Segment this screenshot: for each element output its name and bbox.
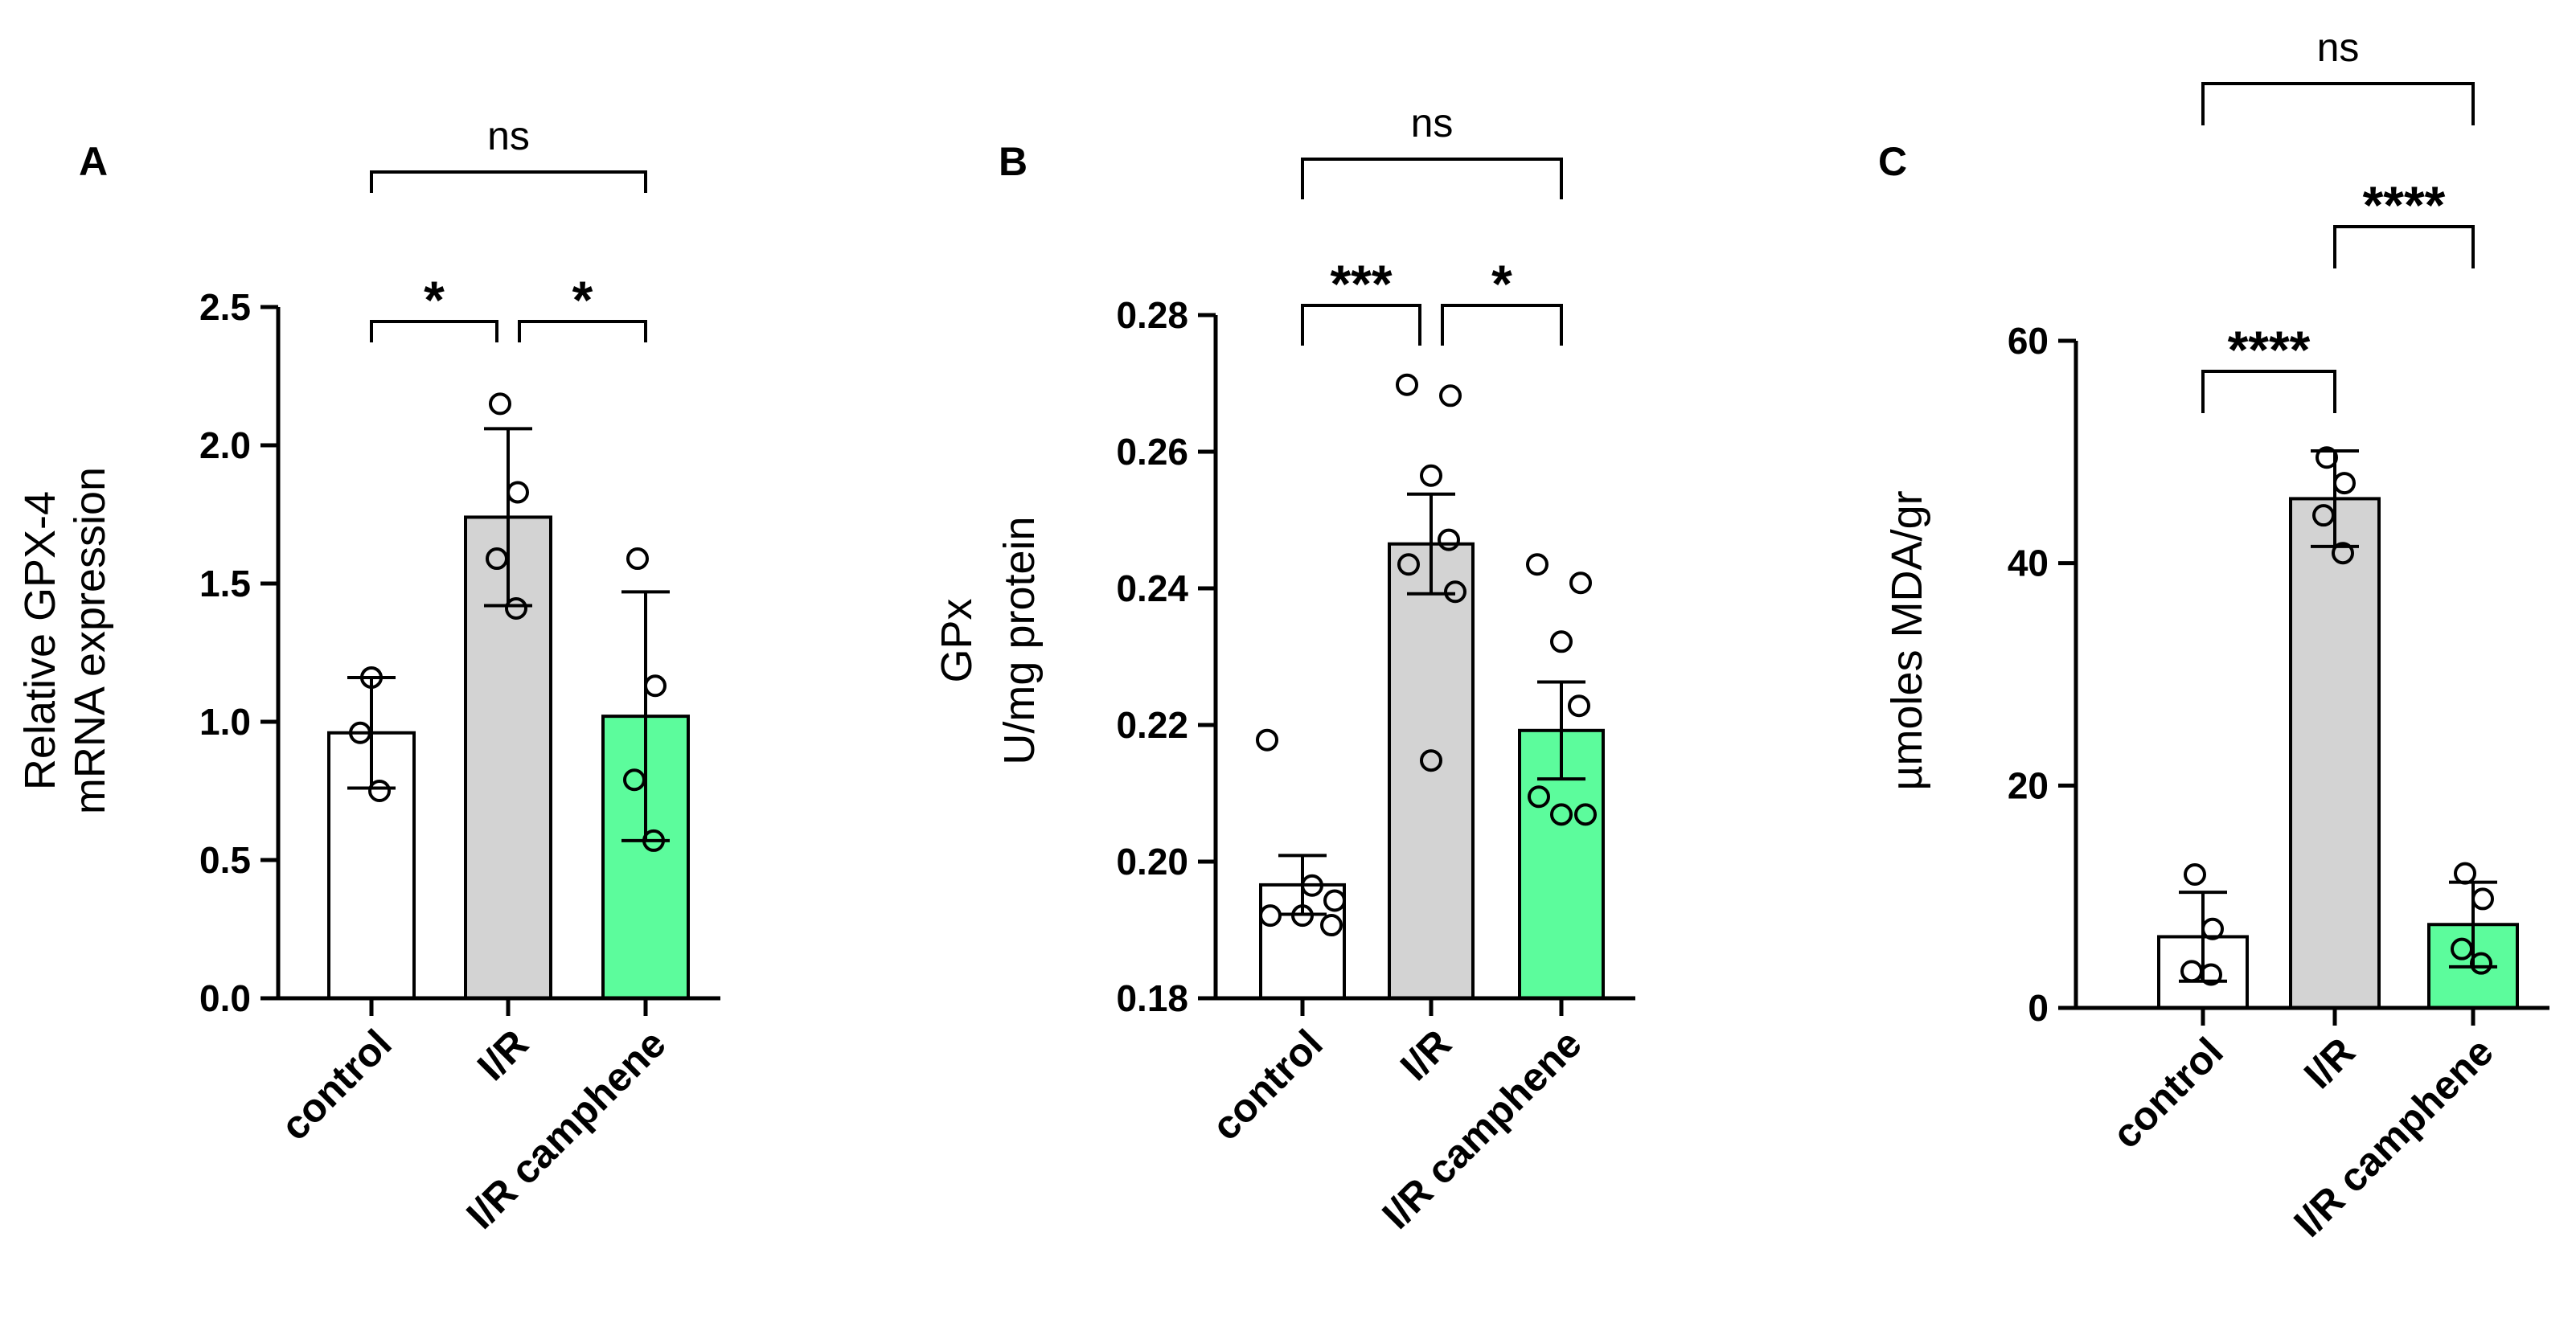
data-point <box>360 666 383 689</box>
panel-label: C <box>1878 139 1907 184</box>
data-point <box>1323 889 1346 912</box>
significance-label: *** <box>1330 254 1392 313</box>
significance-bracket <box>2333 225 2475 268</box>
y-tick-label: 60 <box>2008 320 2049 362</box>
significance-bracket <box>1301 158 1563 199</box>
significance-label: * <box>572 270 593 330</box>
data-point <box>1397 553 1420 576</box>
data-point <box>1320 914 1343 937</box>
y-tick-label: 2.5 <box>199 286 251 328</box>
y-tick-label: 0 <box>2028 987 2049 1029</box>
data-point <box>1438 528 1460 551</box>
data-point <box>2333 472 2356 495</box>
significance-label: ns <box>487 113 530 158</box>
data-point <box>1259 904 1282 928</box>
data-point <box>1396 373 1418 396</box>
data-point <box>1439 384 1462 408</box>
y-tick-label: 0.5 <box>199 839 251 881</box>
data-point <box>2184 863 2206 886</box>
x-tick-label: control <box>1203 1021 1331 1149</box>
data-point <box>1550 630 1573 653</box>
data-point <box>1569 571 1592 595</box>
data-point <box>644 674 667 698</box>
data-point <box>2454 862 2476 885</box>
y-tick-label: 0.24 <box>1116 567 1188 609</box>
y-tick-label: 1.5 <box>199 563 251 604</box>
significance-bracket <box>2201 370 2336 413</box>
data-point <box>2451 937 2473 960</box>
data-point <box>1574 803 1597 826</box>
significance-label: **** <box>2228 320 2311 379</box>
data-point <box>1526 553 1548 576</box>
significance-bracket <box>1441 304 1563 346</box>
bar-i-r <box>2289 497 2381 1010</box>
y-tick-label: 20 <box>2008 764 2049 806</box>
data-point <box>507 481 529 504</box>
significance-label: **** <box>2363 175 2446 235</box>
y-tick-label: 0.20 <box>1116 841 1188 883</box>
data-point <box>642 829 665 852</box>
panel-label: A <box>79 139 108 184</box>
panel-b: B GPx U/mg protein 0.18 0.20 0.22 0.24 0.26 0.28… <box>933 100 1635 1238</box>
y-tick-label: 1.0 <box>199 701 251 743</box>
significance-bracket <box>370 170 647 193</box>
x-tick-label: I/R <box>1392 1021 1460 1089</box>
x-tick-label: control <box>272 1021 400 1149</box>
data-point <box>2201 917 2224 940</box>
y-tick-label: 40 <box>2008 543 2049 584</box>
data-point <box>1420 749 1442 772</box>
panel-label: B <box>999 139 1028 184</box>
significance-bracket <box>518 320 647 342</box>
data-point <box>626 547 649 571</box>
y-tick-label: 0.26 <box>1116 431 1188 473</box>
data-point <box>2316 446 2338 469</box>
data-point <box>2332 542 2354 565</box>
x-tick-label: I/R <box>469 1021 537 1089</box>
data-point <box>2470 952 2492 975</box>
significance-bracket <box>370 320 498 342</box>
data-point <box>1256 728 1278 752</box>
data-point <box>1568 694 1590 718</box>
y-tick-label: 2.0 <box>199 424 251 466</box>
data-point <box>1291 904 1314 928</box>
panel-a: A Relative GPX-4 mRNA expression 0.0 0.5 1.0 1… <box>16 113 720 1238</box>
y-tick-label: 0.0 <box>199 977 251 1019</box>
data-point <box>1528 785 1550 809</box>
x-tick-label: control <box>2103 1029 2231 1157</box>
y-axis-label: GPx <box>933 598 981 682</box>
data-point <box>489 392 511 416</box>
significance-label: ns <box>2317 25 2360 70</box>
data-point <box>1550 803 1573 826</box>
y-tick-label: 0.28 <box>1116 294 1188 336</box>
data-point <box>486 547 508 571</box>
significance-label: ns <box>1411 100 1454 145</box>
y-axis-label: Relative GPX-4 <box>16 491 64 790</box>
significance-label: * <box>1491 254 1512 313</box>
data-point <box>1420 464 1442 487</box>
y-axis-label: U/mg protein <box>995 516 1044 764</box>
y-axis-label: µmoles MDA/gr <box>1883 490 1931 790</box>
data-point <box>1444 580 1466 604</box>
data-point <box>2312 504 2335 527</box>
significance-bracket <box>2201 82 2475 125</box>
significance-bracket <box>1301 304 1421 346</box>
data-point <box>623 768 646 792</box>
y-axis-label: mRNA expression <box>66 467 114 814</box>
y-tick-label: 0.18 <box>1116 977 1188 1019</box>
significance-label: * <box>424 270 445 330</box>
data-point <box>505 596 527 620</box>
y-tick-label: 0.22 <box>1116 704 1188 746</box>
data-point <box>368 780 391 802</box>
data-point <box>1301 874 1323 897</box>
x-tick-label: I/R <box>2295 1029 2364 1097</box>
data-point <box>349 721 371 744</box>
data-point <box>2471 887 2494 911</box>
data-point <box>2200 963 2222 986</box>
